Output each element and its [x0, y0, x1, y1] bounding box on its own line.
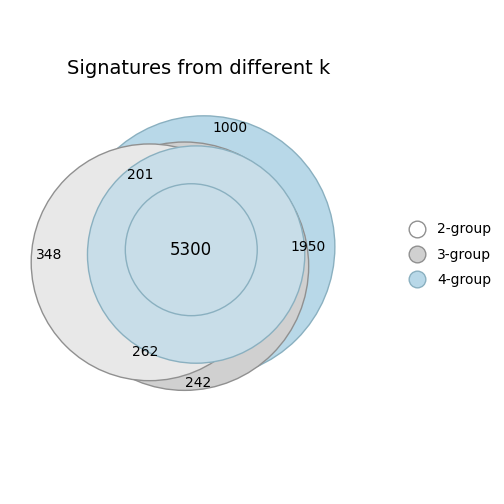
- Text: 348: 348: [35, 247, 62, 262]
- Text: 201: 201: [127, 168, 153, 182]
- Text: 5300: 5300: [170, 241, 212, 259]
- Text: 1950: 1950: [290, 240, 325, 254]
- Text: 262: 262: [133, 345, 159, 358]
- Circle shape: [73, 116, 335, 378]
- Circle shape: [88, 146, 305, 363]
- Text: 242: 242: [185, 375, 211, 390]
- Text: 1000: 1000: [213, 121, 247, 136]
- Circle shape: [31, 144, 268, 381]
- Legend: 2-group, 3-group, 4-group: 2-group, 3-group, 4-group: [397, 217, 497, 292]
- Circle shape: [60, 142, 308, 391]
- Circle shape: [125, 184, 257, 316]
- Title: Signatures from different k: Signatures from different k: [67, 58, 330, 78]
